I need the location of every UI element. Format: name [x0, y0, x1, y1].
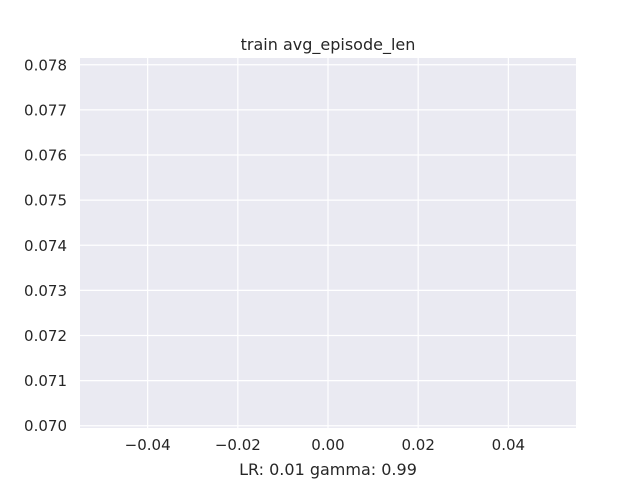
x-tick-label: 0.02: [401, 436, 434, 454]
x-tick-label: 0.04: [492, 436, 525, 454]
y-tick-label: 0.071: [24, 372, 67, 390]
chart-title: train avg_episode_len: [241, 35, 416, 55]
y-tick-label: 0.073: [24, 282, 67, 300]
x-tick-label: −0.02: [215, 436, 261, 454]
y-tick-label: 0.074: [24, 237, 67, 255]
y-tick-label: 0.075: [24, 192, 67, 210]
x-tick-label: 0.00: [311, 436, 344, 454]
y-tick-label: 0.070: [24, 417, 67, 435]
x-tick-labels: −0.04 −0.02 0.00 0.02 0.04: [125, 436, 525, 454]
y-tick-label: 0.078: [24, 56, 67, 74]
x-axis-label: LR: 0.01 gamma: 0.99: [239, 460, 417, 479]
y-tick-label: 0.076: [24, 147, 67, 165]
x-tick-label: −0.04: [125, 436, 171, 454]
y-tick-label: 0.077: [24, 101, 67, 119]
y-tick-labels: 0.070 0.071 0.072 0.073 0.074 0.075 0.076 0.077…: [24, 56, 67, 435]
y-tick-label: 0.072: [24, 327, 67, 345]
x-gridlines: [147, 58, 509, 428]
